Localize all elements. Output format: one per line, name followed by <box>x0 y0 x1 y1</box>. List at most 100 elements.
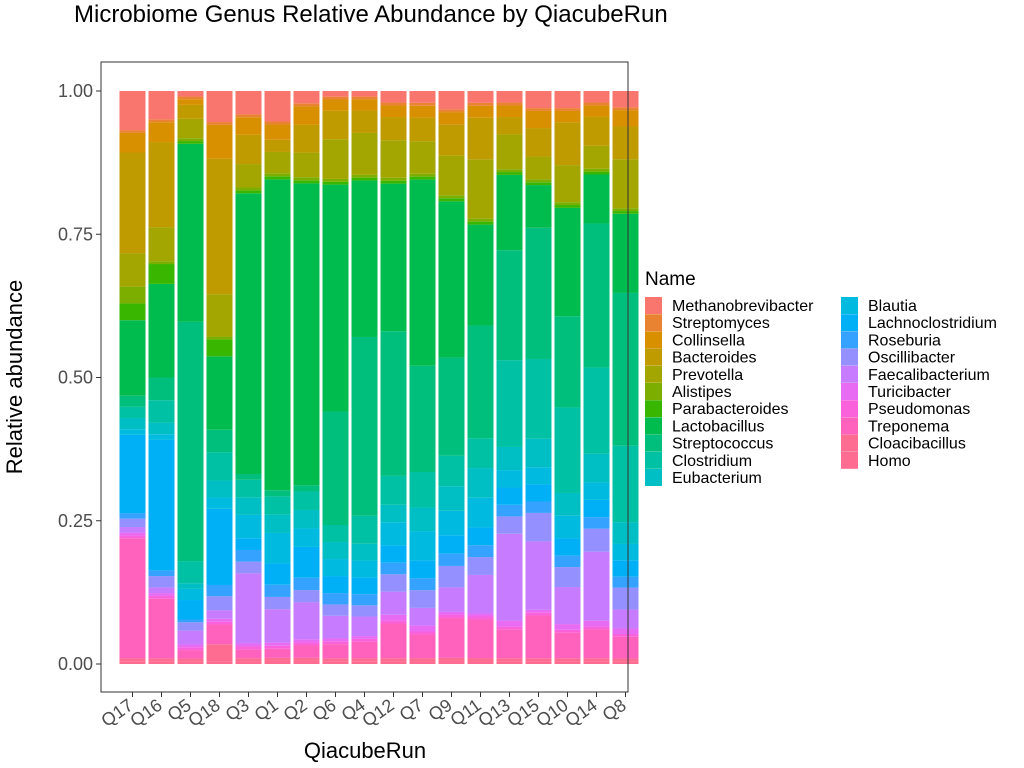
bar-segment-q5-alistipes <box>177 138 204 142</box>
bar-segment-q13-oscillibacter <box>496 516 523 534</box>
bar-segment-q11-alistipes <box>467 218 494 222</box>
bar-segment-q15-turicibacter <box>525 609 552 613</box>
bar-segment-q17-cloacibacillus <box>119 658 146 662</box>
bar-segment-q1-roseburia <box>264 584 291 597</box>
bar-segment-q5-lactobacillus <box>177 143 204 322</box>
bar-segment-q12-eubacterium <box>380 504 407 523</box>
bar-segment-q7-streptomyces <box>409 102 436 106</box>
bar-segment-q11-pseudomonas <box>467 616 494 620</box>
bar-segment-q16-alistipes <box>148 261 175 265</box>
bar-segment-q10-turicibacter <box>554 624 581 630</box>
bar-segment-q7-cloacibacillus <box>409 658 436 662</box>
bar-segment-q7-roseburia <box>409 578 436 591</box>
bar-segment-q15-pseudomonas <box>525 612 552 616</box>
bar-segment-q7-collinsella <box>409 105 436 118</box>
bar-segment-q2-lachnoclostridium <box>293 546 320 578</box>
bar-segment-q11-prevotella <box>467 159 494 219</box>
bar-segment-q6-roseburia <box>322 593 349 605</box>
bar-segment-q14-streptococcus <box>583 223 610 368</box>
legend-label-prevotella: Prevotella <box>672 367 743 384</box>
bar-segment-q1-parabacteroides <box>264 176 291 180</box>
bar-segment-q14-cloacibacillus <box>583 658 610 662</box>
bar-segment-q8-pseudomonas <box>612 633 639 637</box>
bar-segment-q7-bacteroides <box>409 117 436 142</box>
bar-segment-q1-lachnoclostridium <box>264 563 291 585</box>
bar-segment-q11-turicibacter <box>467 613 494 617</box>
bar-segment-q16-cloacibacillus <box>148 658 175 662</box>
bar-segment-q6-alistipes <box>322 178 349 182</box>
legend-swatch-oscillibacter <box>841 348 858 366</box>
y-axis-title: Relative abundance <box>2 280 27 474</box>
bar-segment-q7-alistipes <box>409 173 436 177</box>
bar-segment-q3-prevotella <box>235 164 262 188</box>
bar-segment-q12-streptomyces <box>380 102 407 106</box>
legend-label-cloacibacillus: Cloacibacillus <box>868 436 966 453</box>
bar-segment-q18-roseburia <box>206 584 233 597</box>
bar-segment-q9-prevotella <box>438 155 465 196</box>
bar-segment-q18-blautia <box>206 497 233 509</box>
bar-segment-q6-bacteroides <box>322 110 349 140</box>
bar-segment-q10-methanobrevibacter <box>554 91 581 109</box>
x-tick-label-q18: Q18 <box>184 695 223 731</box>
bar-segment-q2-clostridium <box>293 491 320 510</box>
bar-segment-q5-bacteroides <box>177 104 204 119</box>
bar-segment-q7-streptococcus <box>409 365 436 473</box>
bar-segment-q8-parabacteroides <box>612 211 639 214</box>
bar-segment-q5-parabacteroides <box>177 141 204 144</box>
legend-swatch-roseburia <box>841 331 858 349</box>
bar-segment-q7-eubacterium <box>409 507 436 532</box>
bar-segment-q18-collinsella <box>206 124 233 159</box>
bar-segment-q9-methanobrevibacter <box>438 91 465 110</box>
bar-segment-q17-clostridium <box>119 406 146 419</box>
bar-segment-q5-blautia <box>177 588 204 601</box>
bar-segment-q16-bacteroides <box>148 142 175 228</box>
bar-segment-q14-bacteroides <box>583 116 610 146</box>
bar-segment-q5-streptomyces <box>177 96 204 100</box>
bar-segment-q8-clostridium <box>612 445 639 523</box>
legend-label-homo: Homo <box>868 453 911 470</box>
bar-segment-q8-methanobrevibacter <box>612 91 639 108</box>
bar-segment-q5-eubacterium <box>177 583 204 589</box>
legend-swatch-homo <box>841 451 858 469</box>
bar-segment-q18-streptomyces <box>206 122 233 125</box>
bar-segment-q7-blautia <box>409 531 436 561</box>
x-tick-label-q16: Q16 <box>126 695 165 731</box>
bar-segment-q18-pseudomonas <box>206 621 233 625</box>
bar-segment-q3-alistipes <box>235 187 262 191</box>
bar-segment-q2-blautia <box>293 528 320 547</box>
bar-segment-q16-collinsella <box>148 122 175 143</box>
bar-segment-q16-treponema <box>148 598 175 659</box>
bar-segment-q3-treponema <box>235 649 262 659</box>
bar-segment-q16-prevotella <box>148 227 175 262</box>
bar-segment-q6-turicibacter <box>322 638 349 642</box>
bar-segment-q10-oscillibacter <box>554 567 581 588</box>
bar-segment-q12-turicibacter <box>380 614 407 621</box>
bar-segment-q2-turicibacter <box>293 639 320 643</box>
legend-swatch-bacteroides <box>645 348 662 366</box>
bar-segment-q10-bacteroides <box>554 122 581 166</box>
bar-segment-q14-lactobacillus <box>583 174 610 224</box>
bar-segment-q8-homo <box>612 661 639 664</box>
bar-segment-q2-pseudomonas <box>293 642 320 646</box>
bar-segment-q6-collinsella <box>322 99 349 111</box>
legend-label-eubacterium: Eubacterium <box>672 470 762 487</box>
bar-segment-q17-roseburia <box>119 513 146 519</box>
bar-segment-q9-roseburia <box>438 553 465 566</box>
bar-segment-q5-turicibacter <box>177 644 204 648</box>
bar-segment-q1-eubacterium <box>264 514 291 533</box>
bar-segment-q12-bacteroides <box>380 117 407 141</box>
bar-segment-q2-streptococcus <box>293 485 320 492</box>
bar-segment-q4-homo <box>351 661 378 664</box>
bar-segment-q6-lachnoclostridium <box>322 576 349 594</box>
bar-segment-q13-homo <box>496 661 523 664</box>
legend-swatch-lactobacillus <box>645 417 662 435</box>
bar-segment-q4-eubacterium <box>351 543 378 561</box>
legend-swatch-collinsella <box>645 331 662 349</box>
bar-segment-q8-blautia <box>612 543 639 561</box>
bar-segment-q11-clostridium <box>467 438 494 469</box>
bar-segment-q12-methanobrevibacter <box>380 91 407 103</box>
bar-segment-q6-faecalibacterium <box>322 615 349 639</box>
legend-label-streptomyces: Streptomyces <box>672 315 770 332</box>
bar-segment-q13-alistipes <box>496 169 523 173</box>
bar-segment-q7-lachnoclostridium <box>409 560 436 579</box>
